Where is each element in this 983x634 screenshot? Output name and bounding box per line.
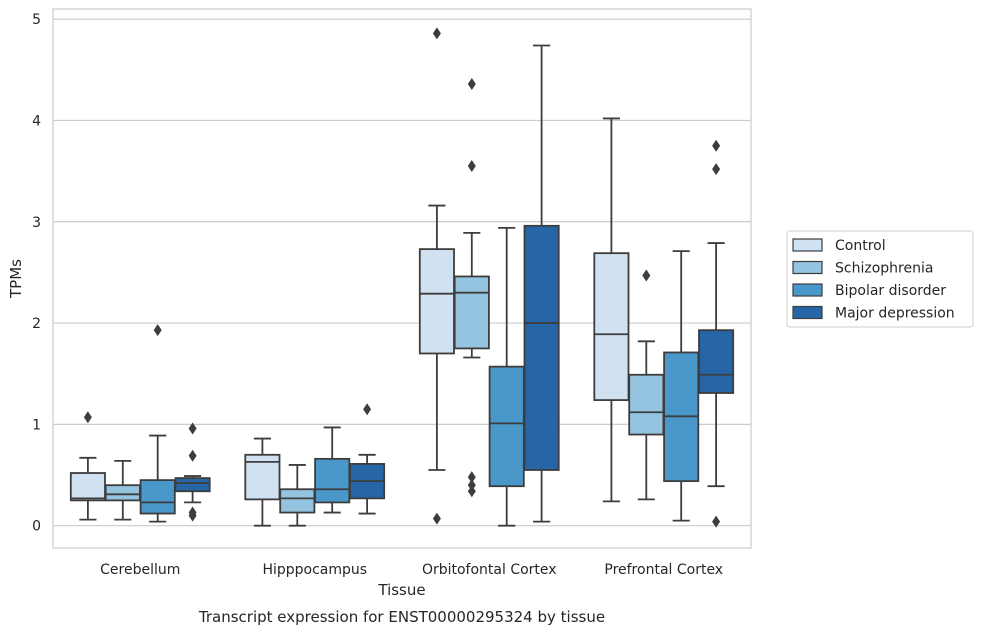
box (523, 224, 560, 471)
box-group (244, 437, 281, 527)
box (279, 488, 316, 514)
box-group (139, 324, 176, 523)
box-group (349, 403, 386, 515)
y-tick-label: 4 (32, 113, 41, 129)
legend-swatch (792, 305, 823, 320)
x-axis-label: Tissue (377, 581, 425, 599)
x-ticks: Cerebellum Hipppocampus Orbitofontal Corte… (100, 562, 723, 578)
box-group (418, 27, 455, 525)
box-group (174, 422, 211, 522)
box-group (628, 269, 665, 501)
box-group (279, 464, 316, 527)
x-tick-label: Hipppocampus (262, 562, 367, 578)
box (628, 373, 665, 436)
outlier-point (712, 139, 721, 152)
outlier-point (432, 512, 441, 525)
legend-swatch (792, 260, 823, 275)
y-tick-label: 2 (32, 316, 41, 332)
y-tick-label: 3 (32, 215, 41, 231)
y-ticks: 0 1 2 3 4 5 (32, 12, 41, 535)
outlier-point (188, 422, 197, 435)
legend-label: Major depression (835, 306, 955, 322)
y-tick-label: 1 (32, 417, 41, 433)
x-tick-label: Prefrontal Cortex (604, 562, 723, 578)
box-group (488, 226, 525, 527)
outlier-point (153, 324, 162, 337)
box-group (523, 44, 560, 523)
outlier-point (188, 449, 197, 462)
box (593, 252, 630, 401)
outlier-point (363, 403, 372, 416)
outlier-point (432, 27, 441, 40)
box-group (698, 139, 735, 528)
box (314, 457, 351, 504)
x-tick-label: Cerebellum (100, 562, 180, 578)
legend-label: Bipolar disorder (835, 283, 946, 299)
outlier-point (467, 471, 476, 484)
legend-swatch (792, 238, 823, 252)
outlier-point (712, 515, 721, 528)
box-group (453, 77, 490, 498)
box-group (104, 459, 141, 521)
outlier-point (467, 77, 476, 90)
legend-frame (786, 230, 974, 328)
chart-caption: Transcript expression for ENST0000029532… (198, 608, 605, 626)
box (453, 275, 490, 350)
legend-label: Schizophrenia (835, 261, 933, 277)
box-group (593, 117, 630, 503)
legend: Control Schizophrenia Bipolar disorder Majo… (786, 230, 974, 328)
outlier-point (467, 479, 476, 492)
box (69, 472, 106, 502)
box (139, 479, 176, 515)
y-tick-label: 5 (32, 12, 41, 28)
box (104, 484, 141, 502)
outlier-point (467, 160, 476, 173)
outlier-point (188, 509, 197, 522)
outlier-point (642, 269, 651, 282)
outlier-point (467, 485, 476, 498)
box (418, 248, 455, 355)
box-group (69, 411, 106, 521)
box (488, 365, 525, 488)
y-axis-label: TPMs (7, 259, 25, 299)
box (174, 477, 211, 493)
x-tick-label: Orbitofontal Cortex (422, 562, 557, 578)
legend-label: Control (835, 238, 886, 254)
boxes (69, 27, 735, 528)
grid (53, 18, 751, 527)
outlier-point (83, 411, 92, 424)
box-group (663, 250, 700, 522)
box-group (314, 426, 351, 514)
plot-frame (52, 8, 752, 549)
box (698, 329, 735, 394)
outlier-point (712, 163, 721, 176)
y-tick-label: 0 (32, 519, 41, 535)
legend-swatch (792, 283, 823, 297)
